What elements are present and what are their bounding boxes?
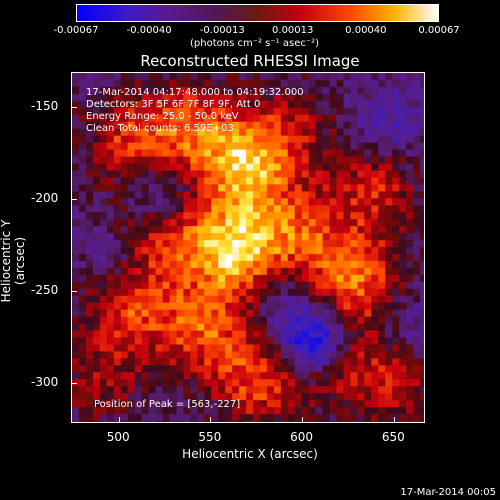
x-axis-label: Heliocentric X (arcsec) (182, 447, 318, 461)
x-tick-mark (118, 417, 120, 423)
y-tick-label: -250 (31, 282, 59, 297)
y-tick-label: -150 (31, 98, 59, 113)
heatmap-image (72, 73, 424, 422)
annotation-peak: Position of Peak = [563,-227] (94, 399, 241, 410)
colorbar-tick-label: 0.00040 (345, 25, 387, 36)
annotation-energy-range: Energy Range: 25.0 - 50.0 keV (86, 111, 239, 122)
y-tick-mark (71, 198, 77, 200)
x-tick-label: 600 (290, 430, 313, 444)
colorbar-tick-label: -0.00067 (53, 25, 99, 36)
x-tick-label: 550 (198, 430, 222, 444)
colorbar-tick-label: -0.00013 (199, 25, 245, 36)
x-tick-label: 500 (106, 430, 130, 444)
annotation-detectors: Detectors: 3F 5F 6F 7F 8F 9F, Att 0 (86, 99, 261, 110)
plot-area: 17-Mar-2014 04:17:48.000 to 04:19:32.000… (71, 72, 425, 423)
annotation-time-range: 17-Mar-2014 04:17:48.000 to 04:19:32.000 (86, 87, 304, 98)
colorbar-units: (photons cm⁻² s⁻¹ asec⁻²) (190, 38, 320, 49)
chart-title: Reconstructed RHESSI Image (140, 52, 360, 70)
annotation-clean: Clean Total counts: 6.59E+03 (86, 123, 234, 134)
colorbar (76, 4, 439, 22)
y-tick-mark (71, 290, 77, 292)
y-axis-label: Heliocentric Y (arcsec) (0, 219, 27, 303)
timestamp: 17-Mar-2014 00:05 (400, 487, 496, 498)
colorbar-tick-label: 0.00013 (272, 25, 314, 36)
y-tick-mark (71, 382, 77, 384)
colorbar-tick-label: -0.00040 (126, 25, 172, 36)
x-tick-mark (393, 417, 395, 423)
y-tick-mark (71, 106, 77, 108)
y-tick-label: -200 (31, 190, 59, 205)
x-tick-label: 650 (381, 430, 405, 444)
y-tick-label: -300 (31, 374, 59, 389)
x-tick-mark (210, 417, 212, 423)
x-tick-mark (302, 417, 304, 423)
colorbar-tick-label: 0.00067 (418, 25, 460, 36)
